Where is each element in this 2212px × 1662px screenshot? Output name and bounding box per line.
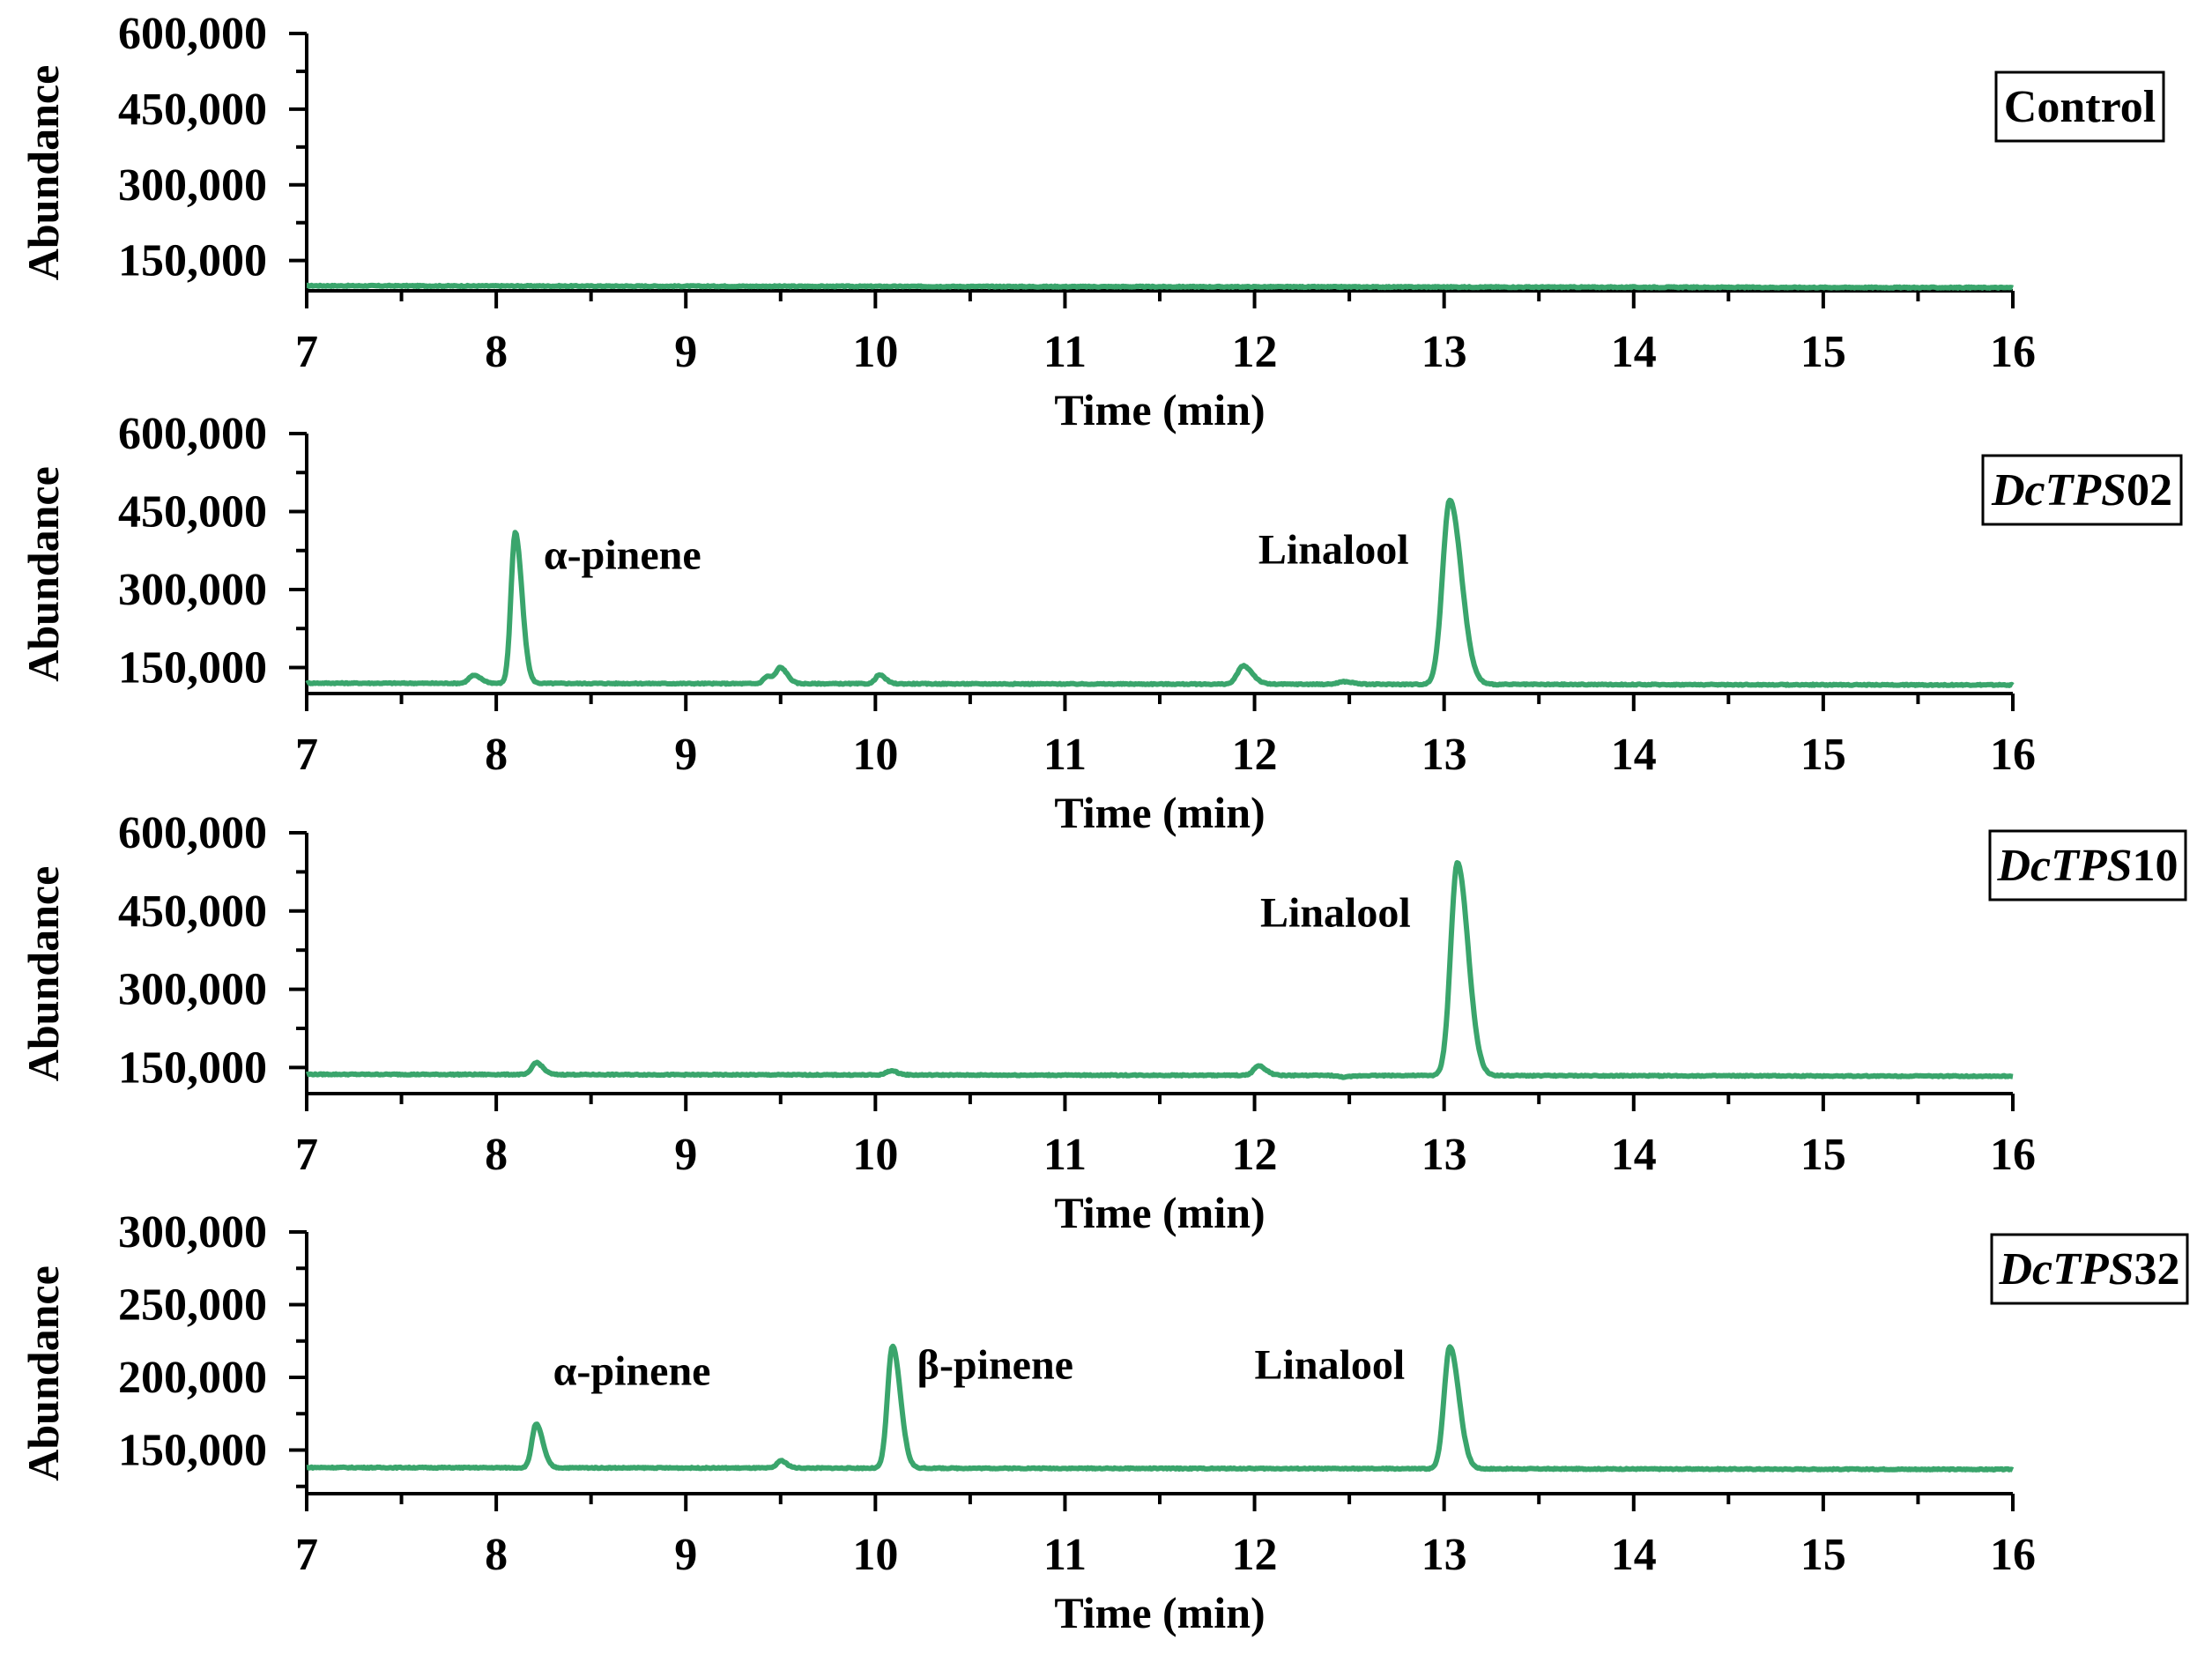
sample-label-part: 32: [2134, 1244, 2180, 1295]
x-tick-label: 9: [674, 1130, 697, 1180]
x-tick-label: 9: [674, 730, 697, 780]
x-tick-label: 14: [1611, 327, 1657, 377]
sample-label-part: DcTPS: [1991, 465, 2127, 516]
x-tick-label: 9: [674, 327, 697, 377]
x-tick-label: 12: [1232, 1130, 1278, 1180]
sample-label-part: 02: [2127, 465, 2172, 516]
chromatogram-trace: [305, 1343, 2015, 1473]
y-tick-label: 150,000: [118, 643, 267, 694]
peak-annotation: β-pinene: [917, 1342, 1073, 1389]
x-tick-label: 12: [1232, 327, 1278, 377]
y-axis-title: Abundance: [19, 1265, 68, 1481]
y-axis-title: Abundance: [19, 466, 68, 682]
y-tick-label: 300,000: [118, 160, 267, 211]
x-tick-label: 15: [1800, 1530, 1846, 1580]
x-axis-title: Time (min): [1054, 385, 1265, 434]
sample-label-part: 10: [2133, 841, 2179, 891]
x-tick-label: 7: [295, 1530, 318, 1580]
peak-annotation: Linalool: [1255, 1342, 1406, 1389]
x-tick-label: 8: [485, 1530, 508, 1580]
x-tick-label: 16: [1990, 1130, 2036, 1180]
x-tick-label: 10: [852, 327, 898, 377]
sample-label-part: DcTPS: [1998, 1244, 2134, 1295]
sample-label-part: Control: [2004, 82, 2156, 132]
sample-label: DcTPS02: [1991, 465, 2172, 516]
peak-annotation: Linalool: [1260, 890, 1411, 937]
chart-panel-4: 7 8 9 10 11 12 13 14 15 16 150,000 200,000 250,000 30…: [19, 1207, 2189, 1637]
y-axis-title: Abundance: [19, 65, 68, 281]
y-tick-label: 300,000: [118, 965, 267, 1015]
peak-annotation: α-pinene: [553, 1347, 711, 1394]
sample-label: DcTPS10: [1996, 841, 2178, 891]
x-tick-label: 13: [1421, 730, 1467, 780]
x-tick-label: 7: [295, 1130, 318, 1180]
chromatogram-trace: [305, 860, 2015, 1080]
x-tick-label: 7: [295, 327, 318, 377]
y-tick-label: 300,000: [118, 565, 267, 615]
y-tick-label: 300,000: [118, 1207, 267, 1258]
x-axis-title: Time (min): [1054, 788, 1265, 837]
sample-label-box: [1981, 454, 2183, 526]
x-tick-label: 11: [1043, 730, 1087, 780]
x-tick-label: 15: [1800, 1130, 1846, 1180]
y-tick-label: 150,000: [118, 1426, 267, 1476]
x-tick-label: 15: [1800, 730, 1846, 780]
y-tick-label: 600,000: [118, 409, 267, 459]
x-tick-label: 11: [1043, 327, 1087, 377]
x-tick-label: 12: [1232, 730, 1278, 780]
y-tick-label: 450,000: [118, 887, 267, 937]
chromatogram-trace: [305, 497, 2015, 688]
chromatogram-trace: [305, 282, 2015, 291]
chart-panel-2: 7 8 9 10 11 12 13 14 15 16 150,000 300,000 450,000 60…: [19, 409, 2183, 837]
x-axis-title: Time (min): [1054, 1588, 1265, 1637]
y-tick-label: 250,000: [118, 1280, 267, 1331]
x-tick-label: 14: [1611, 1530, 1657, 1580]
x-tick-label: 9: [674, 1530, 697, 1580]
chart-panel-3: 7 8 9 10 11 12 13 14 15 16 150,000 300,000 450,000 60…: [19, 808, 2187, 1237]
y-tick-label: 200,000: [118, 1353, 267, 1403]
x-tick-label: 10: [852, 1130, 898, 1180]
chart-panel-1: 7 8 9 10 11 12 13 14 15 16 150,000 300,000 450,000 60…: [19, 9, 2165, 434]
y-tick-label: 600,000: [118, 808, 267, 858]
sample-label-box: [1988, 829, 2187, 901]
x-tick-label: 8: [485, 730, 508, 780]
y-tick-label: 150,000: [118, 236, 267, 286]
x-tick-label: 14: [1611, 730, 1657, 780]
sample-label-box: [1990, 1233, 2189, 1305]
peak-annotation: Linalool: [1258, 527, 1409, 574]
x-tick-label: 16: [1990, 730, 2036, 780]
x-tick-label: 13: [1421, 1130, 1467, 1180]
x-tick-label: 16: [1990, 327, 2036, 377]
y-axis-title: Abundance: [19, 866, 68, 1082]
x-tick-label: 10: [852, 1530, 898, 1580]
x-tick-label: 11: [1043, 1530, 1087, 1580]
sample-label-box: [1994, 70, 2165, 143]
y-tick-label: 150,000: [118, 1042, 267, 1093]
x-axis-title: Time (min): [1054, 1188, 1265, 1237]
x-tick-label: 16: [1990, 1530, 2036, 1580]
y-tick-label: 450,000: [118, 85, 267, 135]
x-tick-label: 11: [1043, 1130, 1087, 1180]
x-tick-label: 14: [1611, 1130, 1657, 1180]
y-tick-label: 450,000: [118, 487, 267, 538]
peak-annotation: α-pinene: [544, 531, 701, 578]
x-tick-label: 13: [1421, 1530, 1467, 1580]
x-tick-label: 8: [485, 327, 508, 377]
x-tick-label: 10: [852, 730, 898, 780]
x-tick-label: 12: [1232, 1530, 1278, 1580]
x-tick-label: 8: [485, 1130, 508, 1180]
sample-label-part: DcTPS: [1996, 841, 2132, 891]
x-tick-label: 7: [295, 730, 318, 780]
sample-label: DcTPS32: [1998, 1244, 2179, 1295]
x-tick-label: 13: [1421, 327, 1467, 377]
y-tick-label: 600,000: [118, 9, 267, 59]
x-tick-label: 15: [1800, 327, 1846, 377]
sample-label: Control: [2004, 82, 2156, 132]
